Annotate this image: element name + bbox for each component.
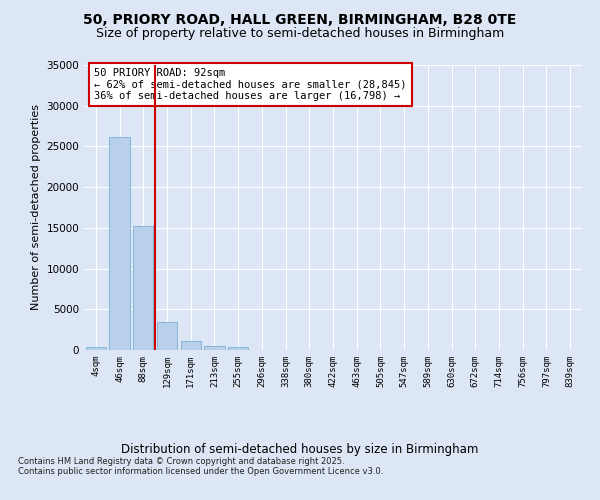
Text: Contains HM Land Registry data © Crown copyright and database right 2025.: Contains HM Land Registry data © Crown c… [18, 457, 344, 466]
Bar [205, 346, 224, 350]
Text: Size of property relative to semi-detached houses in Birmingham: Size of property relative to semi-detach… [96, 28, 504, 40]
Y-axis label: Number of semi-detached properties: Number of semi-detached properties [31, 104, 41, 310]
Bar [181, 341, 201, 350]
Text: Distribution of semi-detached houses by size in Birmingham: Distribution of semi-detached houses by … [121, 442, 479, 456]
Bar [133, 226, 154, 350]
Text: 50, PRIORY ROAD, HALL GREEN, BIRMINGHAM, B28 0TE: 50, PRIORY ROAD, HALL GREEN, BIRMINGHAM,… [83, 12, 517, 26]
Text: 50 PRIORY ROAD: 92sqm
← 62% of semi-detached houses are smaller (28,845)
36% of : 50 PRIORY ROAD: 92sqm ← 62% of semi-deta… [94, 68, 406, 101]
Bar [228, 347, 248, 350]
Bar [157, 322, 177, 350]
Text: Contains public sector information licensed under the Open Government Licence v3: Contains public sector information licen… [18, 467, 383, 476]
Bar [109, 138, 130, 350]
Bar [86, 346, 106, 350]
